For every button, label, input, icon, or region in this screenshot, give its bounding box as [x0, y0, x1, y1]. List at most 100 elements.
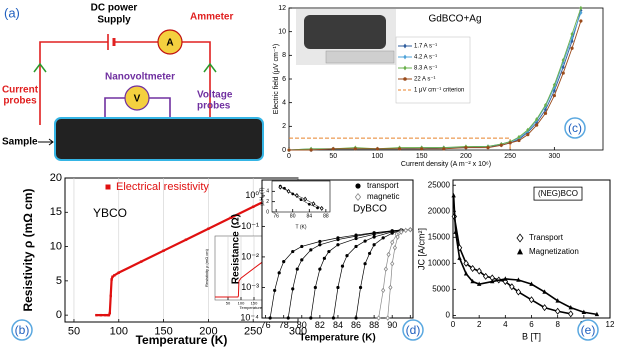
y-tick-label: 6 [282, 76, 286, 83]
panel-label: (b) [15, 323, 30, 337]
x-tick-label: 80 [297, 320, 307, 330]
marker [318, 267, 322, 271]
marker [543, 102, 548, 108]
marker [555, 298, 560, 303]
marker [313, 285, 317, 290]
marker [570, 31, 574, 37]
x-tick-label: 76 [273, 214, 279, 220]
marker [316, 206, 319, 210]
legend-label: Magnetization [529, 247, 579, 256]
marker [273, 288, 277, 293]
marker [403, 227, 408, 234]
marker [282, 260, 286, 264]
marker [568, 304, 573, 310]
series-line [280, 186, 322, 209]
legend-marker [354, 192, 362, 202]
sample [54, 117, 264, 161]
marker [561, 71, 565, 75]
x-tick-label: 300 [549, 153, 561, 160]
marker [390, 231, 394, 235]
x-tick-label: 50 [329, 153, 337, 160]
voltmeter-symbol: V [134, 94, 141, 105]
x-tick-label: 200 [460, 153, 472, 160]
marker [287, 148, 291, 152]
legend-label: transport [367, 181, 399, 190]
marker [363, 239, 367, 243]
x-tick-label: 84 [333, 320, 343, 330]
marker [579, 5, 583, 11]
y-tick-label: 12 [278, 5, 286, 12]
marker [390, 239, 395, 246]
legend-marker [355, 183, 361, 189]
x-tick-label: 86 [351, 320, 361, 330]
marker [251, 205, 255, 208]
marker [543, 111, 548, 115]
marker [594, 311, 600, 317]
ammeter [157, 29, 183, 55]
x-axis-label: Temperature (K) [299, 333, 376, 344]
legend-marker [105, 184, 111, 190]
marker [111, 275, 114, 278]
legend-label: 22 A s⁻¹ [414, 77, 436, 83]
marker [307, 202, 311, 206]
marker [372, 235, 376, 239]
chart-title: YBCO [93, 206, 127, 220]
marker [476, 267, 482, 275]
marker [336, 237, 340, 242]
y-tick-label: 0 [56, 309, 62, 321]
plot-area [452, 179, 611, 319]
voltage-probes-label: probes [197, 101, 231, 112]
marker [303, 196, 308, 202]
marker [515, 288, 522, 296]
current-probes-label: probes [3, 96, 37, 107]
x-tick-label: 100 [372, 153, 384, 160]
y-tick-label: 0 [282, 147, 286, 154]
probe-mark [203, 62, 217, 73]
current-wire [39, 41, 211, 125]
marker [110, 278, 113, 281]
marker [268, 316, 272, 320]
marker [476, 281, 482, 286]
y-tick-label: 10 [50, 240, 62, 252]
y-tick-label: 10⁻¹ [241, 221, 259, 231]
y-tick-label: 20000 [428, 206, 451, 215]
marker [570, 46, 574, 50]
marker [453, 229, 458, 234]
marker [381, 236, 385, 240]
marker [542, 289, 547, 294]
x-tick-label: 2 [477, 320, 482, 329]
x-tick-label: 84 [307, 214, 313, 220]
x-tick-label: 50 [68, 325, 80, 337]
y-tick-label: 2 [266, 199, 269, 205]
title-box [533, 186, 583, 201]
y-tick-label: 10⁻² [241, 251, 259, 261]
marker [286, 316, 290, 320]
legend-label: magnetic [367, 192, 399, 201]
marker [300, 244, 304, 249]
marker [392, 244, 398, 251]
marker [184, 238, 188, 241]
marker [309, 316, 313, 320]
series-line [289, 20, 582, 151]
y-tick-label: 20 [50, 172, 62, 184]
marker [399, 229, 404, 235]
marker [229, 216, 232, 219]
marker [579, 19, 583, 23]
x-tick-label: 90 [387, 320, 397, 330]
x-tick-label: 6 [529, 320, 534, 329]
marker [508, 141, 512, 145]
marker [117, 271, 120, 274]
voltmeter [124, 85, 150, 111]
panel-label: (a) [4, 5, 20, 20]
x-tick-label: 250 [504, 153, 516, 160]
marker [581, 309, 587, 315]
legend-label: 4.2 A s⁻¹ [414, 55, 437, 61]
x-tick-label: 150 [416, 153, 428, 160]
panel-label-badge [402, 319, 424, 341]
marker [543, 107, 548, 112]
photo-ruler [325, 50, 395, 64]
x-tick-label: 12 [606, 320, 615, 329]
marker [340, 264, 345, 268]
x-axis-label: Temperature (K) [240, 305, 270, 310]
legend-marker [403, 77, 407, 81]
